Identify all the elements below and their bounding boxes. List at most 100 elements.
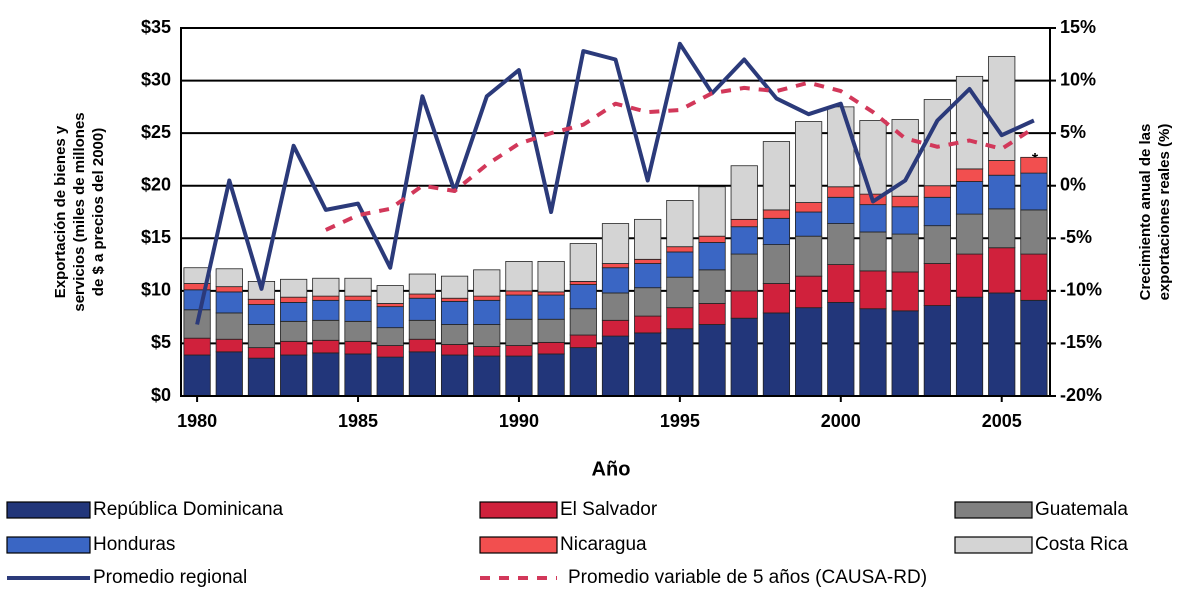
bar-segment bbox=[730, 226, 758, 255]
y-axis-label: Exportación de bienes y servicios (miles … bbox=[52, 112, 107, 311]
bar-segment bbox=[730, 290, 758, 319]
legend-label: Promedio regional bbox=[93, 567, 247, 588]
bar-segment bbox=[634, 287, 662, 317]
plot-frame bbox=[180, 27, 1051, 397]
bar-segment bbox=[312, 295, 340, 301]
bar-segment bbox=[537, 353, 565, 397]
y-tick-label: $35 bbox=[141, 17, 171, 37]
bar-segment bbox=[634, 315, 662, 334]
bar-segment bbox=[408, 351, 436, 397]
bar-segment bbox=[923, 263, 951, 306]
bar-segment bbox=[473, 324, 501, 347]
y-tick-label: $15 bbox=[141, 227, 171, 247]
bar-segment bbox=[537, 341, 565, 355]
x-tick-label: 1995 bbox=[660, 411, 700, 431]
legend-label: Costa Rica bbox=[1035, 534, 1128, 555]
y2-axis-label-line: Crecimiento anual de las bbox=[1137, 124, 1154, 301]
bar-segment bbox=[376, 303, 404, 308]
bar-segment bbox=[762, 312, 791, 397]
bar-segment bbox=[505, 355, 533, 397]
bar-segment bbox=[891, 206, 919, 235]
line-series bbox=[195, 41, 1035, 325]
bar-segment bbox=[376, 285, 404, 304]
bar-segment bbox=[859, 204, 887, 233]
bar-segment bbox=[1020, 172, 1048, 211]
x-tick-label: 1980 bbox=[177, 411, 217, 431]
bar-segment bbox=[762, 283, 791, 314]
bar-segment bbox=[827, 223, 855, 265]
bar-segment bbox=[666, 276, 694, 309]
bar-segment bbox=[601, 223, 630, 264]
bar-segment bbox=[988, 174, 1016, 210]
bar-segment bbox=[762, 209, 791, 219]
x-tick-label: 2000 bbox=[821, 411, 861, 431]
y2-tick-label: 5% bbox=[1060, 122, 1086, 142]
bar-segment bbox=[183, 337, 211, 356]
bar-segment bbox=[923, 305, 951, 397]
x-tick-label: 1990 bbox=[499, 411, 539, 431]
x-axis-label: Año bbox=[592, 458, 631, 480]
y2-tick-label: -15% bbox=[1060, 332, 1102, 352]
bar-segment bbox=[537, 291, 565, 296]
bar-segment bbox=[183, 354, 211, 397]
bar-segment bbox=[923, 196, 951, 227]
bar-segment bbox=[891, 195, 919, 208]
bar-segment bbox=[1020, 209, 1048, 255]
bar-segment bbox=[955, 296, 984, 397]
bar-segment bbox=[312, 299, 340, 321]
bar-segment bbox=[1020, 156, 1048, 174]
bar-segment bbox=[505, 345, 533, 357]
y2-axis-label-line: exportaciones reales (%) bbox=[1156, 124, 1173, 301]
bar-segment bbox=[569, 284, 597, 310]
bar-segment bbox=[473, 295, 501, 301]
legend-label: El Salvador bbox=[560, 499, 658, 520]
bar-segment bbox=[280, 340, 308, 356]
bar-segment bbox=[730, 253, 758, 292]
bar-segment bbox=[730, 317, 758, 397]
bar-segment bbox=[762, 244, 791, 284]
bar-segment bbox=[988, 208, 1016, 249]
legend-label: Promedio variable de 5 años (CAUSA-RD) bbox=[568, 567, 927, 588]
bar-segment bbox=[666, 246, 694, 253]
x-tick-label: 2005 bbox=[982, 411, 1022, 431]
bar-segment bbox=[666, 251, 694, 278]
bar-segment bbox=[698, 186, 726, 237]
bar-segment bbox=[408, 297, 436, 321]
legend-swatch bbox=[6, 536, 91, 554]
bar-segment bbox=[762, 217, 791, 245]
bar-segment bbox=[280, 354, 308, 397]
bar-segment bbox=[376, 345, 404, 358]
bar-segment bbox=[344, 340, 372, 355]
bar-segment bbox=[601, 319, 630, 337]
bar-segment bbox=[473, 355, 501, 397]
bar-segment bbox=[666, 307, 694, 330]
bar-segment bbox=[537, 294, 565, 320]
bar-segment bbox=[988, 160, 1016, 176]
bar-segment bbox=[827, 302, 855, 397]
legend-swatch bbox=[954, 501, 1033, 519]
bar-segment bbox=[698, 303, 726, 325]
x-tick-label: 1985 bbox=[338, 411, 378, 431]
bar-segment bbox=[666, 328, 694, 397]
bar-segment bbox=[988, 247, 1016, 294]
y2-tick-label: -10% bbox=[1060, 280, 1102, 300]
bar-segment bbox=[730, 165, 758, 220]
bar-segment bbox=[473, 269, 501, 297]
bar-segment bbox=[408, 293, 436, 299]
bar-segment bbox=[440, 297, 469, 302]
bar-segment bbox=[698, 242, 726, 271]
legend-swatch bbox=[954, 536, 1033, 554]
bar-segment bbox=[247, 304, 276, 325]
bar-segment bbox=[1020, 253, 1048, 301]
legend-swatch bbox=[479, 536, 558, 554]
legend-label: Honduras bbox=[93, 534, 175, 555]
legend-label: Nicaragua bbox=[560, 534, 647, 555]
bar-segment bbox=[473, 346, 501, 357]
bar-segment bbox=[827, 196, 855, 224]
legend-label: Guatemala bbox=[1035, 499, 1128, 520]
bar-segment bbox=[955, 213, 984, 255]
bar-segment bbox=[891, 310, 919, 397]
y-tick-label: $20 bbox=[141, 174, 171, 194]
bar-segment bbox=[505, 290, 533, 296]
bar-segment bbox=[280, 320, 308, 342]
